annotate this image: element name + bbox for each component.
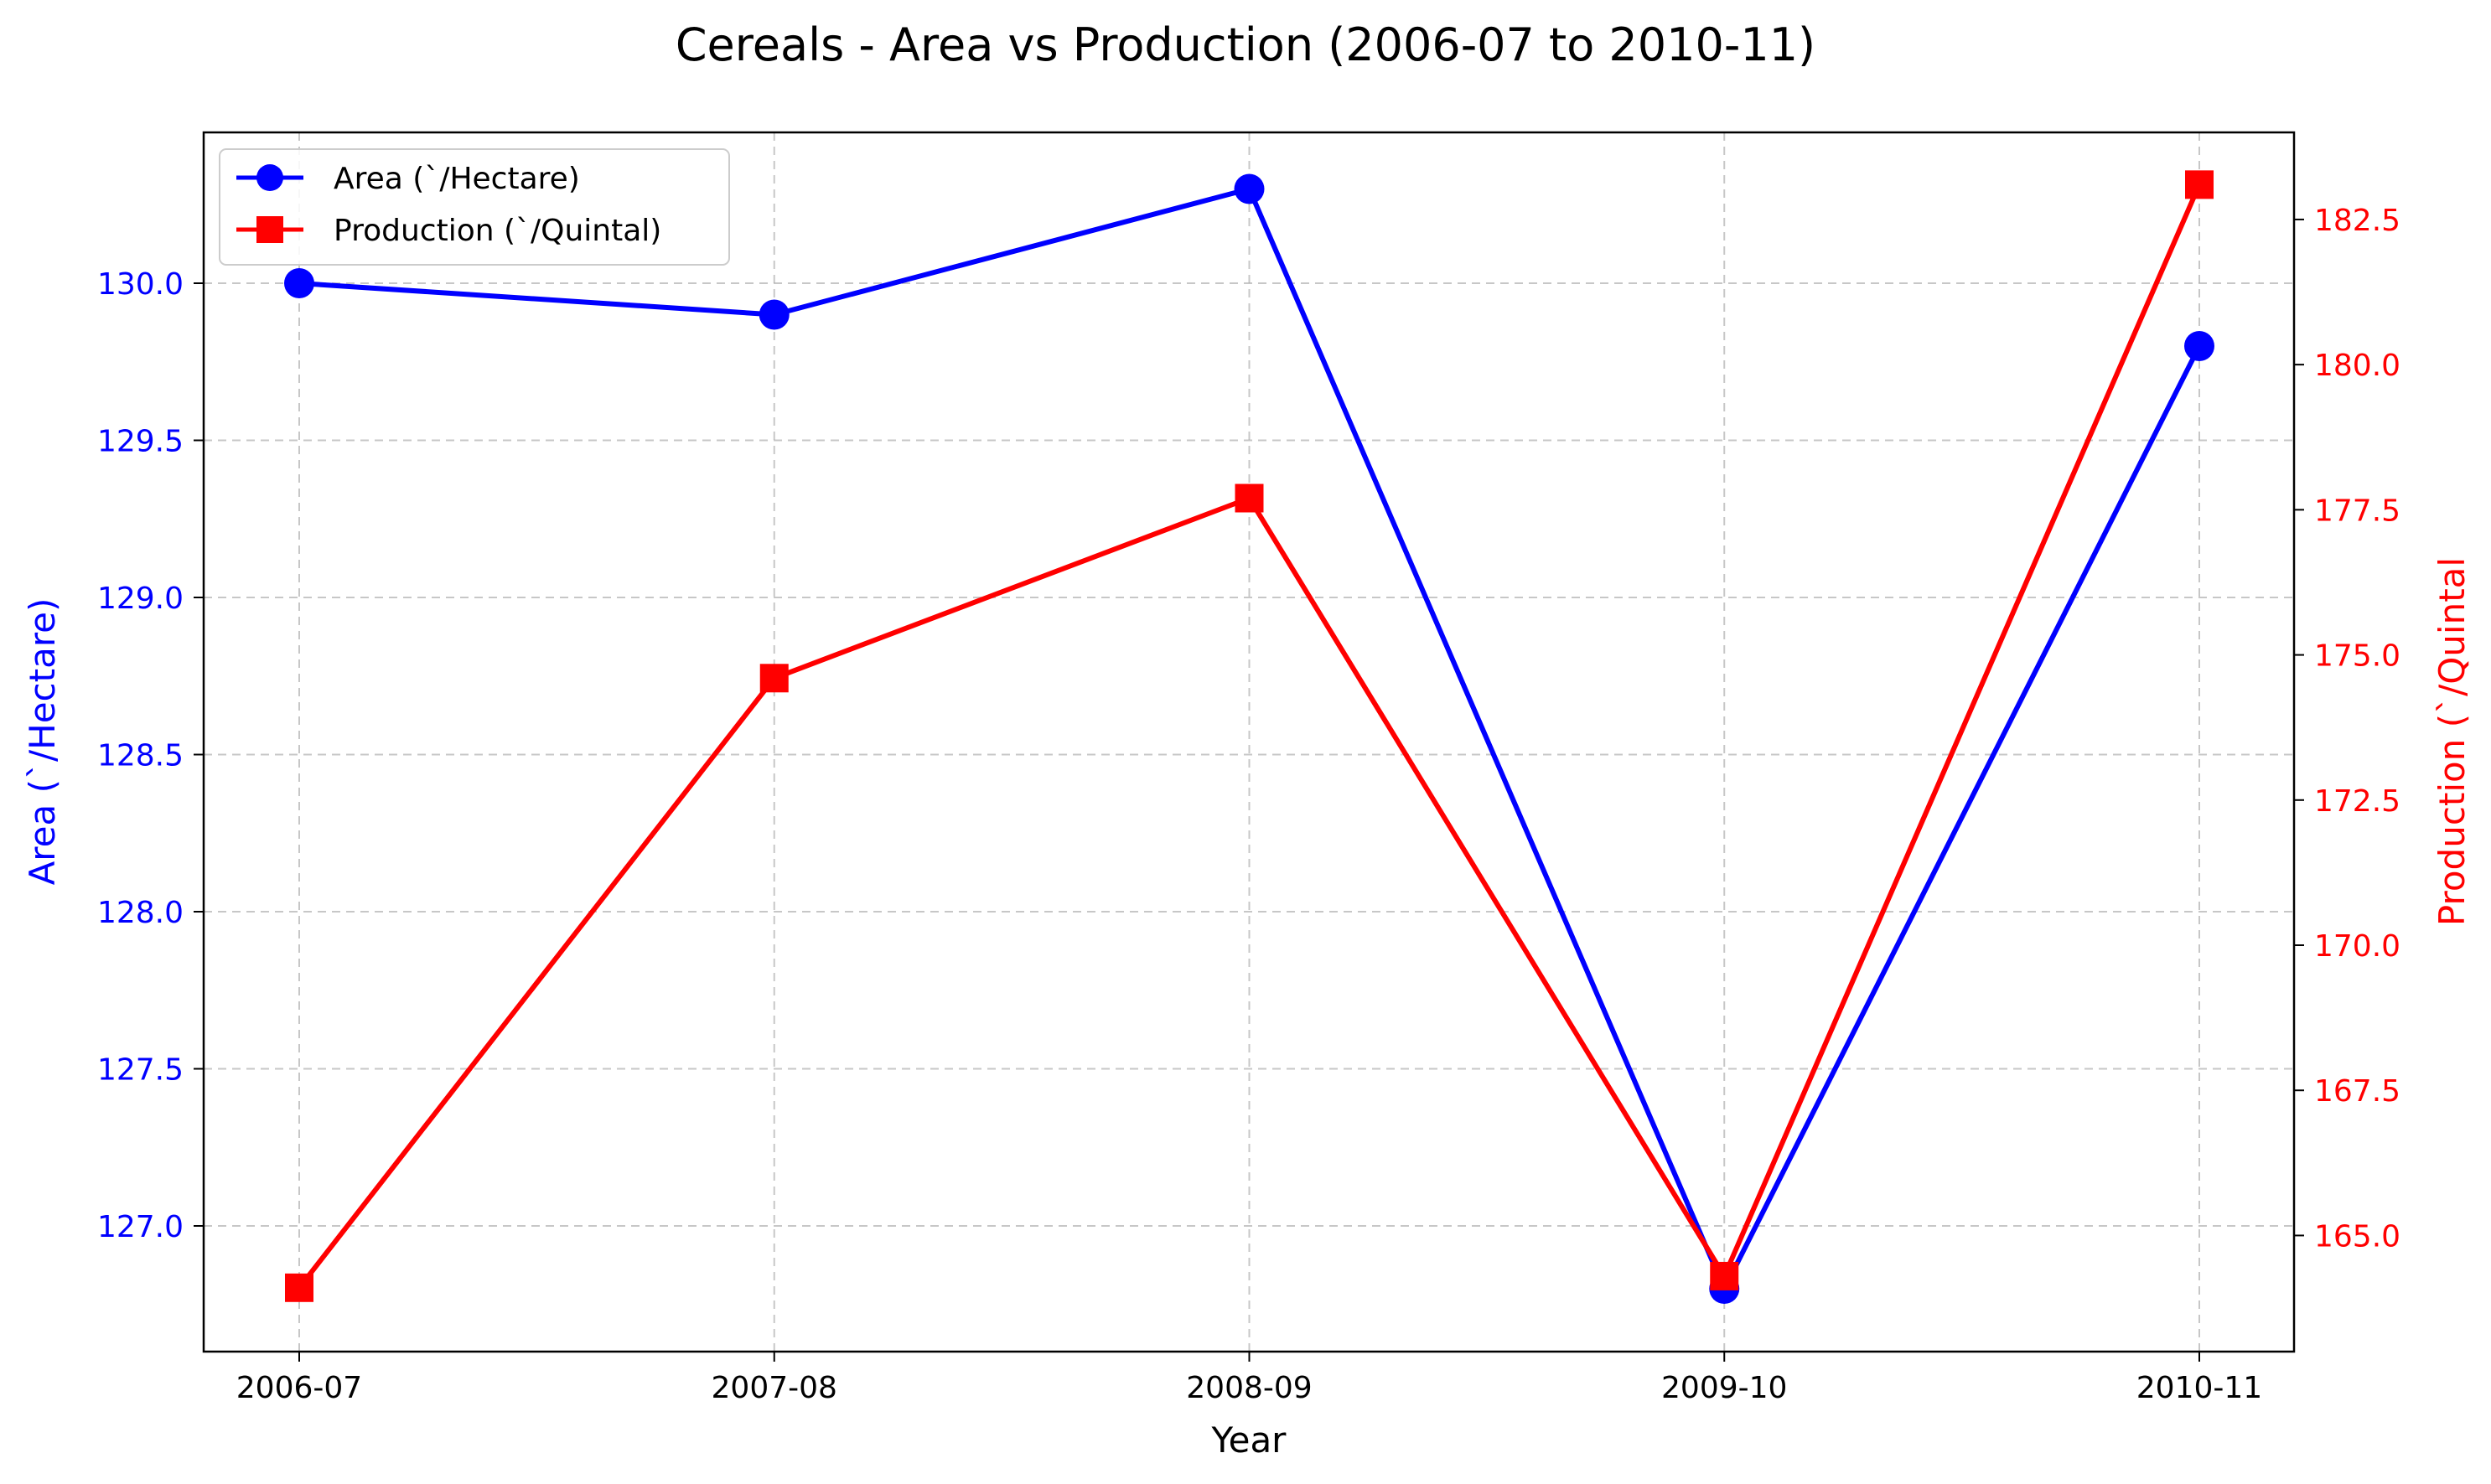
y-right-tick-label: 170.0 <box>2314 929 2400 964</box>
y-right-tick-label: 182.5 <box>2314 204 2400 238</box>
data-point-production <box>1235 483 1264 513</box>
grid-lines <box>204 132 2294 1352</box>
chart-title: Cereals - Area vs Production (2006-07 to… <box>676 18 1815 71</box>
y-left-tick-label: 128.5 <box>97 739 184 773</box>
y-right-tick-label: 172.5 <box>2314 784 2400 819</box>
data-point-production <box>759 664 789 693</box>
legend-marker-production <box>256 216 283 243</box>
x-tick-label: 2010-11 <box>2136 1371 2262 1405</box>
y-left-tick-label: 129.5 <box>97 425 184 459</box>
legend-box <box>219 148 730 266</box>
legend-marker-area <box>256 164 283 191</box>
y-right-tick-label: 177.5 <box>2314 494 2400 528</box>
x-tick-label: 2006-07 <box>236 1371 362 1405</box>
y-right-tick-label: 175.0 <box>2314 639 2400 674</box>
axes: 2006-07 2007-08 2008-09 2009-10 2010-11 127.0… <box>97 204 2400 1405</box>
data-point-area <box>2184 331 2214 361</box>
y-left-tick-label: 127.5 <box>97 1053 184 1088</box>
y-left-tick-label: 130.0 <box>97 267 184 302</box>
y-right-tick-label: 180.0 <box>2314 349 2400 383</box>
x-tick-label: 2009-10 <box>1661 1371 1787 1405</box>
y-left-tick-label: 128.0 <box>97 896 184 930</box>
legend: Area (`/Hectare) Production (`/Quintal) <box>219 148 730 266</box>
y-axis-right-label: Production (`/Quintal <box>2431 557 2473 926</box>
legend-label-production: Production (`/Quintal) <box>334 214 661 248</box>
y-right-tick-label: 167.5 <box>2314 1074 2400 1109</box>
data-point-production <box>1710 1261 1739 1290</box>
data-point-area <box>1234 173 1265 204</box>
y-left-tick-label: 129.0 <box>97 582 184 616</box>
x-axis-label: Year <box>1211 1419 1287 1461</box>
legend-label-area: Area (`/Hectare) <box>334 162 580 196</box>
data-point-production <box>285 1273 313 1302</box>
x-tick-label: 2008-09 <box>1186 1371 1312 1405</box>
x-tick-label: 2007-08 <box>712 1371 837 1405</box>
data-point-production <box>2185 170 2214 199</box>
data-point-area <box>759 299 790 330</box>
y-axis-left-label: Area (`/Hectare) <box>22 598 63 886</box>
data-point-area <box>284 268 314 298</box>
plot-series <box>284 170 2214 1304</box>
y-left-tick-label: 127.0 <box>97 1210 184 1244</box>
y-right-tick-label: 165.0 <box>2314 1219 2400 1254</box>
